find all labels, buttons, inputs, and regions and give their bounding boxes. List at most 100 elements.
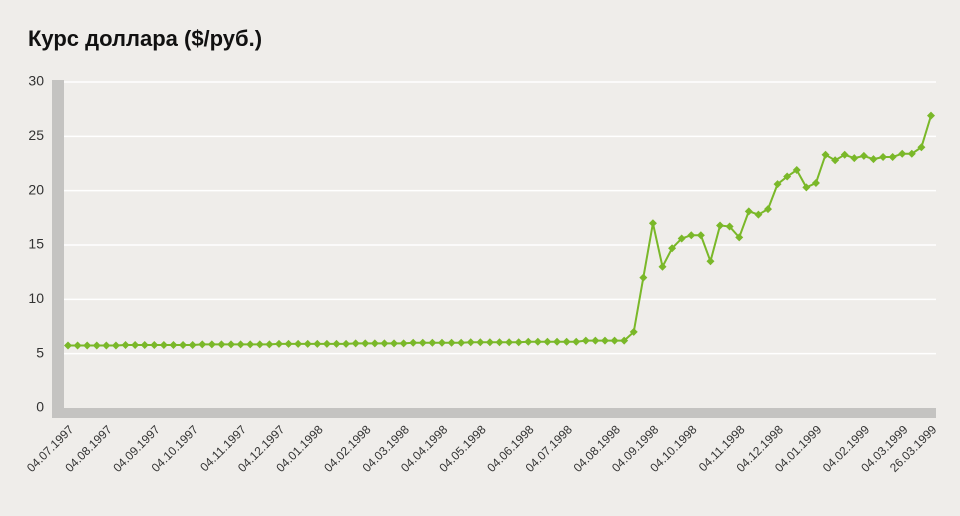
data-point (437, 338, 446, 347)
data-point (265, 340, 274, 349)
data-point (725, 222, 734, 231)
data-point (476, 338, 485, 347)
data-point (898, 149, 907, 158)
data-point (783, 172, 792, 181)
data-point (543, 337, 552, 346)
data-point (485, 338, 494, 347)
data-point (505, 338, 514, 347)
data-point (361, 339, 370, 348)
data-point (370, 339, 379, 348)
data-point (274, 339, 283, 348)
data-point (629, 327, 638, 336)
data-point (773, 180, 782, 189)
data-point (763, 205, 772, 214)
data-point (380, 339, 389, 348)
data-point (677, 234, 686, 243)
data-point (150, 340, 159, 349)
data-point (207, 340, 216, 349)
data-point (639, 273, 648, 282)
data-point (428, 338, 437, 347)
data-point (284, 339, 293, 348)
data-point (533, 337, 542, 346)
data-point (236, 340, 245, 349)
data-point (859, 151, 868, 160)
data-point (179, 340, 188, 349)
data-point (879, 152, 888, 161)
y-tick-label: 20 (28, 181, 44, 197)
data-point (111, 341, 120, 350)
data-point (217, 340, 226, 349)
data-point (600, 336, 609, 345)
data-point (342, 339, 351, 348)
data-point (572, 337, 581, 346)
data-point (294, 339, 303, 348)
data-point (591, 336, 600, 345)
data-point (802, 183, 811, 192)
data-point (188, 340, 197, 349)
data-point (322, 339, 331, 348)
data-point (246, 340, 255, 349)
data-point (313, 339, 322, 348)
data-point (140, 340, 149, 349)
data-point (227, 340, 236, 349)
data-point (581, 336, 590, 345)
data-point (706, 257, 715, 266)
y-axis-band (52, 80, 64, 418)
data-point (390, 339, 399, 348)
data-point (811, 179, 820, 188)
data-point (495, 338, 504, 347)
data-point (102, 341, 111, 350)
data-point (447, 338, 456, 347)
data-point (687, 231, 696, 240)
y-tick-label: 25 (28, 127, 44, 143)
data-point (658, 262, 667, 271)
data-point (648, 219, 657, 228)
data-point (457, 338, 466, 347)
data-point (92, 341, 101, 350)
data-point (351, 339, 360, 348)
data-point (169, 340, 178, 349)
data-point (610, 336, 619, 345)
data-point (907, 149, 916, 158)
data-point (927, 111, 935, 120)
data-point (562, 337, 571, 346)
data-point (917, 143, 926, 152)
y-tick-label: 10 (28, 290, 44, 306)
data-point (620, 336, 629, 345)
data-point (524, 337, 533, 346)
y-tick-label: 15 (28, 236, 44, 252)
data-point (399, 339, 408, 348)
data-point (840, 150, 849, 159)
data-point (159, 340, 168, 349)
data-point (850, 154, 859, 163)
data-point (466, 338, 475, 347)
data-point (888, 152, 897, 161)
data-point (754, 210, 763, 219)
data-point (514, 338, 523, 347)
data-point (553, 337, 562, 346)
data-point (409, 338, 418, 347)
data-point (332, 339, 341, 348)
data-point (198, 340, 207, 349)
data-point (716, 221, 725, 230)
data-point (418, 338, 427, 347)
data-point (744, 207, 753, 216)
data-point (821, 150, 830, 159)
y-tick-label: 30 (28, 73, 44, 89)
data-point (73, 341, 82, 350)
data-point (831, 156, 840, 165)
y-tick-label: 0 (36, 399, 44, 415)
x-axis-band (52, 408, 936, 418)
chart-title: Курс доллара ($/руб.) (28, 26, 262, 51)
data-point (64, 341, 72, 350)
data-point (131, 340, 140, 349)
data-point (121, 340, 130, 349)
data-point (83, 341, 92, 350)
y-tick-label: 5 (36, 344, 44, 360)
data-point (735, 233, 744, 242)
data-point (668, 244, 677, 253)
data-point (303, 339, 312, 348)
